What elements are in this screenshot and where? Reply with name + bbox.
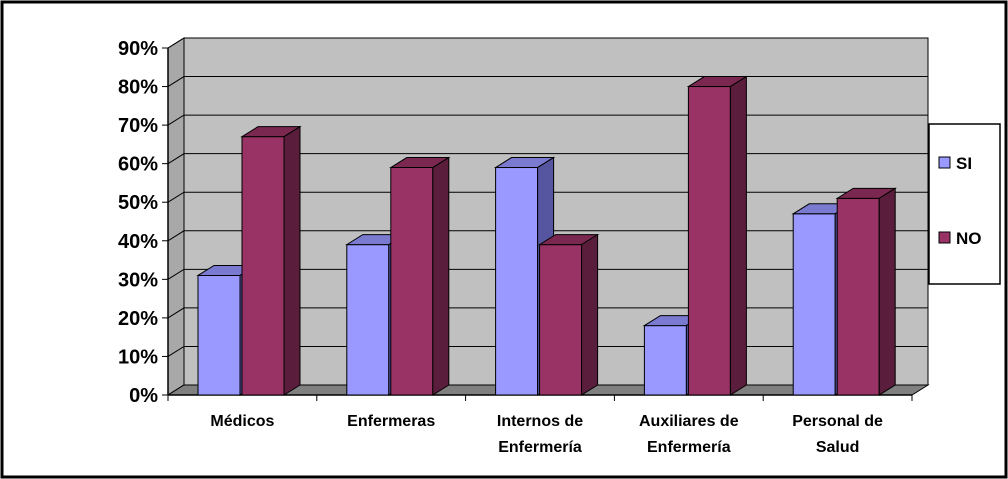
y-tick-label: 10% <box>118 346 158 368</box>
y-tick-label: 20% <box>118 308 158 330</box>
bar-side <box>878 187 896 396</box>
legend: SI NO <box>928 123 1001 285</box>
x-tick-label: Médicos <box>210 413 274 430</box>
y-tick-label: 40% <box>118 231 158 253</box>
bar-front <box>346 244 390 396</box>
y-tick-label: 90% <box>118 38 158 60</box>
x-tick-label: Enfermería <box>647 439 731 456</box>
bar-front <box>495 167 539 396</box>
legend-swatch <box>938 231 951 244</box>
side-wall <box>167 37 185 396</box>
x-tick-label: Auxiliares de <box>639 413 739 430</box>
bar-front <box>792 213 836 396</box>
gridline <box>167 268 928 280</box>
bar-front <box>390 167 434 396</box>
bar-side <box>283 125 301 396</box>
y-tick-label: 30% <box>118 269 158 291</box>
bar-no-4 <box>835 187 897 396</box>
bar-no-0 <box>240 125 302 396</box>
x-tick-label: Enfermeras <box>347 413 435 430</box>
legend-swatch <box>938 156 951 169</box>
x-tick-label: Internos de <box>497 413 583 430</box>
y-tick-label: 70% <box>118 115 158 137</box>
gridline <box>167 153 928 165</box>
bar-side <box>729 75 747 396</box>
bar-front <box>539 244 583 396</box>
x-tick-label: Personal de <box>792 413 883 430</box>
y-tick-label: 50% <box>118 192 158 214</box>
x-tick-label: Enfermería <box>498 439 582 456</box>
bar-no-2 <box>537 233 600 396</box>
gridline <box>167 191 928 203</box>
bar-front <box>836 197 880 396</box>
bar-no-1 <box>389 156 451 396</box>
plot-area: 0% 10% 20% 30% 40% 50% 60% 70% 80% 90% Médicos Enfe… <box>118 37 930 456</box>
y-tick-label: 60% <box>118 154 158 176</box>
y-tick-label: 80% <box>118 77 158 99</box>
x-tick-label: Salud <box>816 439 860 456</box>
legend-box <box>928 123 1001 285</box>
bar-side <box>432 156 450 396</box>
gridline <box>167 76 928 87</box>
gridline <box>167 230 928 242</box>
legend-label: NO <box>956 229 982 248</box>
gridline <box>167 307 928 319</box>
legend-item-no: NO <box>938 229 982 248</box>
bar-front <box>643 325 687 396</box>
bar-front <box>197 274 241 396</box>
bar-front <box>687 86 731 396</box>
gridline <box>167 37 928 49</box>
bar-side <box>581 233 599 396</box>
legend-item-si: SI <box>938 154 972 173</box>
gridline <box>167 114 928 126</box>
legend-label: SI <box>956 154 972 173</box>
bar-front <box>241 136 285 396</box>
y-tick-label: 0% <box>129 385 158 407</box>
bar-no-3 <box>686 75 749 396</box>
